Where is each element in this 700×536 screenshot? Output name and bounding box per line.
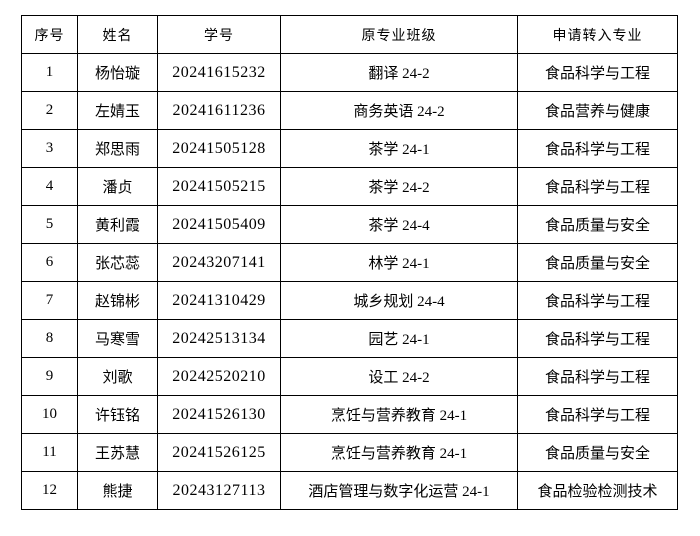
cell-student-id: 20242513134: [157, 319, 281, 358]
table-row: 6 张芯蕊 20243207141 林学 24-1 食品质量与安全: [21, 243, 678, 282]
cell-original-major-class: 设工 24-2: [280, 357, 518, 396]
cell-name: 王苏慧: [77, 433, 158, 472]
cell-student-id: 20241615232: [157, 53, 281, 92]
cell-index: 4: [21, 167, 78, 206]
cell-name: 马寒雪: [77, 319, 158, 358]
table-row: 10 许钰铭 20241526130 烹饪与营养教育 24-1 食品科学与工程: [21, 395, 678, 434]
table-row: 12 熊捷 20243127113 酒店管理与数字化运营 24-1 食品检验检测技术: [21, 471, 678, 510]
cell-index: 5: [21, 205, 78, 244]
table-row: 1 杨怡璇 20241615232 翻译 24-2 食品科学与工程: [21, 53, 678, 92]
cell-original-major-class: 烹饪与营养教育 24-1: [280, 433, 518, 472]
cell-original-major-class: 翻译 24-2: [280, 53, 518, 92]
header-transfer-major: 申请转入专业: [517, 15, 678, 54]
cell-index: 10: [21, 395, 78, 434]
table-row: 3 郑思雨 20241505128 茶学 24-1 食品科学与工程: [21, 129, 678, 168]
cell-transfer-major: 食品科学与工程: [517, 53, 678, 92]
cell-transfer-major: 食品营养与健康: [517, 91, 678, 130]
table-row: 4 潘贞 20241505215 茶学 24-2 食品科学与工程: [21, 167, 678, 206]
cell-name: 杨怡璇: [77, 53, 158, 92]
cell-student-id: 20241505128: [157, 129, 281, 168]
cell-index: 1: [21, 53, 78, 92]
cell-transfer-major: 食品科学与工程: [517, 167, 678, 206]
cell-student-id: 20241505409: [157, 205, 281, 244]
cell-student-id: 20243127113: [157, 471, 281, 510]
cell-index: 9: [21, 357, 78, 396]
cell-transfer-major: 食品科学与工程: [517, 129, 678, 168]
header-row: 序号 姓名 学号 原专业班级 申请转入专业: [21, 15, 678, 54]
table-row: 11 王苏慧 20241526125 烹饪与营养教育 24-1 食品质量与安全: [21, 433, 678, 472]
cell-student-id: 20241505215: [157, 167, 281, 206]
cell-name: 许钰铭: [77, 395, 158, 434]
cell-transfer-major: 食品质量与安全: [517, 243, 678, 282]
cell-index: 8: [21, 319, 78, 358]
cell-student-id: 20241611236: [157, 91, 281, 130]
header-name: 姓名: [77, 15, 158, 54]
cell-name: 左婧玉: [77, 91, 158, 130]
cell-index: 6: [21, 243, 78, 282]
cell-index: 11: [21, 433, 78, 472]
cell-transfer-major: 食品检验检测技术: [517, 471, 678, 510]
cell-transfer-major: 食品科学与工程: [517, 281, 678, 320]
cell-index: 7: [21, 281, 78, 320]
cell-original-major-class: 林学 24-1: [280, 243, 518, 282]
header-student-id: 学号: [157, 15, 281, 54]
cell-original-major-class: 茶学 24-4: [280, 205, 518, 244]
cell-name: 黄利霞: [77, 205, 158, 244]
table-row: 9 刘歌 20242520210 设工 24-2 食品科学与工程: [21, 357, 678, 396]
cell-student-id: 20243207141: [157, 243, 281, 282]
table-row: 2 左婧玉 20241611236 商务英语 24-2 食品营养与健康: [21, 91, 678, 130]
cell-name: 刘歌: [77, 357, 158, 396]
cell-index: 3: [21, 129, 78, 168]
header-index: 序号: [21, 15, 78, 54]
table-body: 1 杨怡璇 20241615232 翻译 24-2 食品科学与工程 2 左婧玉 2024161…: [21, 53, 678, 510]
table-row: 7 赵锦彬 20241310429 城乡规划 24-4 食品科学与工程: [21, 281, 678, 320]
cell-student-id: 20242520210: [157, 357, 281, 396]
cell-name: 张芯蕊: [77, 243, 158, 282]
cell-original-major-class: 商务英语 24-2: [280, 91, 518, 130]
cell-original-major-class: 烹饪与营养教育 24-1: [280, 395, 518, 434]
cell-name: 郑思雨: [77, 129, 158, 168]
cell-transfer-major: 食品质量与安全: [517, 205, 678, 244]
cell-original-major-class: 城乡规划 24-4: [280, 281, 518, 320]
header-original-major-class: 原专业班级: [280, 15, 518, 54]
cell-student-id: 20241310429: [157, 281, 281, 320]
cell-name: 赵锦彬: [77, 281, 158, 320]
cell-original-major-class: 酒店管理与数字化运营 24-1: [280, 471, 518, 510]
cell-index: 12: [21, 471, 78, 510]
cell-original-major-class: 茶学 24-2: [280, 167, 518, 206]
student-transfer-table: 序号 姓名 学号 原专业班级 申请转入专业 1 杨怡璇 20241615232 翻译 …: [21, 15, 678, 510]
cell-student-id: 20241526125: [157, 433, 281, 472]
cell-original-major-class: 园艺 24-1: [280, 319, 518, 358]
table-row: 8 马寒雪 20242513134 园艺 24-1 食品科学与工程: [21, 319, 678, 358]
cell-index: 2: [21, 91, 78, 130]
cell-transfer-major: 食品质量与安全: [517, 433, 678, 472]
cell-student-id: 20241526130: [157, 395, 281, 434]
cell-transfer-major: 食品科学与工程: [517, 319, 678, 358]
table-header: 序号 姓名 学号 原专业班级 申请转入专业: [21, 15, 678, 54]
cell-name: 熊捷: [77, 471, 158, 510]
cell-transfer-major: 食品科学与工程: [517, 357, 678, 396]
cell-name: 潘贞: [77, 167, 158, 206]
cell-original-major-class: 茶学 24-1: [280, 129, 518, 168]
cell-transfer-major: 食品科学与工程: [517, 395, 678, 434]
table-row: 5 黄利霞 20241505409 茶学 24-4 食品质量与安全: [21, 205, 678, 244]
